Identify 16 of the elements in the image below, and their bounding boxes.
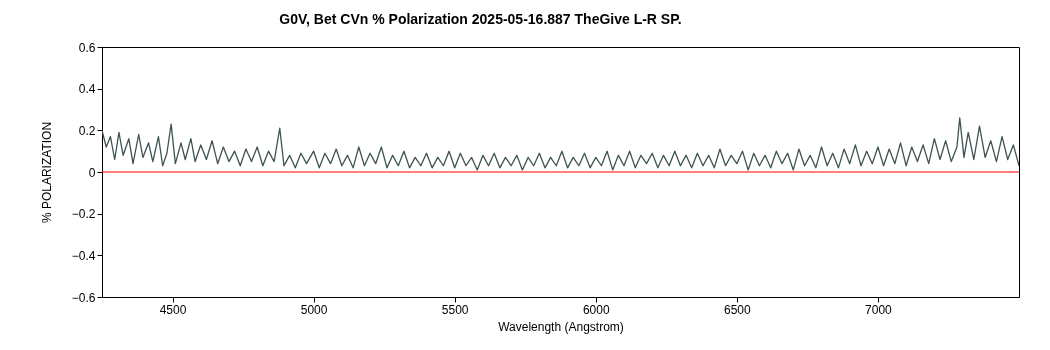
y-tick-label: −0.6: [71, 290, 96, 305]
chart-title: G0V, Bet CVn % Polarization 2025-05-16.887 TheGive L-R SP.: [279, 11, 682, 27]
y-tick-label: 0: [88, 165, 96, 180]
x-tick-label: 6000: [582, 302, 610, 317]
x-axis-title: Wavelength (Angstrom): [498, 319, 624, 334]
y-tick-label: 0.6: [78, 40, 96, 55]
y-axis-title: % POLARIZATION: [39, 121, 54, 224]
y-tick-label: 0.4: [78, 82, 96, 97]
x-tick-label: 5000: [300, 302, 328, 317]
x-tick-label: 4500: [159, 302, 187, 317]
x-tick-label: 5500: [441, 302, 469, 317]
y-tick-label: −0.4: [71, 248, 96, 263]
x-tick-label: 7000: [865, 302, 893, 317]
x-tick-label: 6500: [723, 302, 752, 317]
y-tick-label: 0.2: [78, 123, 96, 138]
y-tick-label: −0.2: [71, 207, 96, 222]
